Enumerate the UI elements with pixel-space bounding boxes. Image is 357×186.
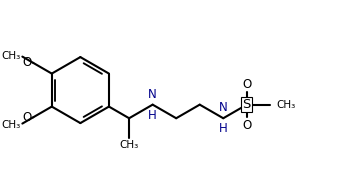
- Text: CH₃: CH₃: [120, 140, 139, 150]
- Text: N: N: [219, 101, 228, 114]
- Text: H: H: [219, 122, 228, 135]
- Text: CH₃: CH₃: [1, 51, 20, 61]
- Text: O: O: [242, 118, 251, 132]
- Text: O: O: [22, 111, 31, 124]
- Text: H: H: [148, 108, 157, 121]
- Text: S: S: [243, 98, 251, 111]
- Text: O: O: [22, 56, 31, 69]
- Text: O: O: [242, 78, 251, 91]
- Text: CH₃: CH₃: [276, 100, 295, 110]
- Text: N: N: [148, 88, 157, 101]
- Text: CH₃: CH₃: [1, 120, 20, 129]
